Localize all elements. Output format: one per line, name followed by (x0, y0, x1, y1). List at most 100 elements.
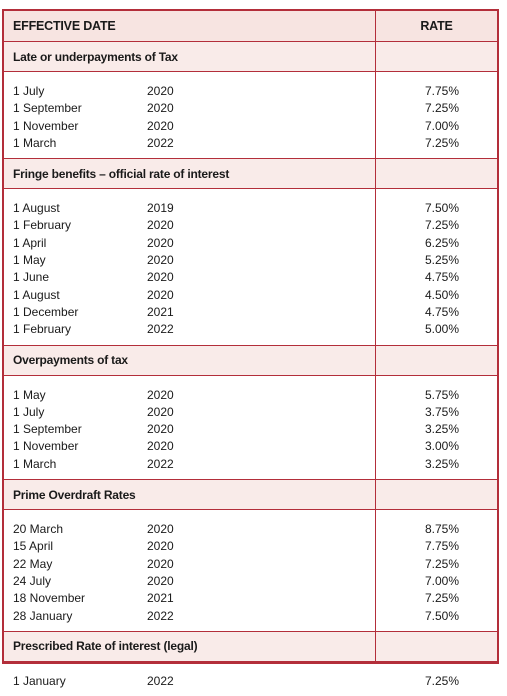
year-cell: 2022 (147, 456, 174, 471)
rate-cell: 8.75% (424, 522, 459, 537)
table-row: 1 December 2021 4.75% (4, 304, 497, 321)
effective-date-cell: 15 April (13, 539, 54, 554)
rate-cell: 5.25% (424, 253, 459, 268)
effective-date-cell: 1 January (13, 673, 66, 688)
table-row: 1 June 2020 4.75% (4, 269, 497, 286)
rate-cell: 6.25% (424, 235, 459, 250)
year-cell: 2020 (147, 270, 174, 285)
year-cell: 2020 (147, 404, 174, 419)
effective-date-cell: 1 February (13, 218, 72, 233)
year-cell: 2020 (147, 235, 174, 250)
section-rows: 1 May 2020 5.75% 1 July 2020 3.75% 1 September… (4, 376, 497, 480)
year-cell: 2020 (147, 422, 174, 437)
effective-date-cell: 1 May (13, 253, 46, 268)
year-cell: 2022 (147, 673, 174, 688)
effective-date-cell: 1 April (13, 235, 47, 250)
rate-cell: 7.00% (424, 118, 459, 133)
table-row: 28 January 2022 7.50% (4, 608, 497, 625)
year-cell: 2020 (147, 101, 174, 116)
year-cell: 2022 (147, 608, 174, 623)
rate-cell: 7.25% (424, 101, 459, 116)
section-rows: 1 August 2019 7.50% 1 February 2020 7.25% 1 Ap… (4, 189, 497, 344)
rate-cell: 3.00% (424, 439, 459, 454)
effective-date-cell: 28 January (13, 608, 73, 623)
effective-date-cell: 1 August (13, 201, 60, 216)
effective-date-cell: 1 May (13, 387, 46, 402)
table-row: 1 August 2020 4.50% (4, 287, 497, 304)
table-row: 15 April 2020 7.75% (4, 538, 497, 555)
effective-date-cell: 1 March (13, 456, 57, 471)
row-divider (4, 374, 497, 376)
effective-date-header: EFFECTIVE DATE (13, 19, 116, 33)
rate-cell: 7.75% (424, 539, 459, 554)
table-row: 1 July 2020 7.75% (4, 83, 497, 100)
row-divider (4, 630, 497, 632)
rate-cell: 4.50% (424, 287, 459, 302)
effective-date-cell: 1 July (13, 404, 45, 419)
effective-date-cell: 20 March (13, 522, 64, 537)
row-divider (4, 479, 497, 481)
section-rows: 20 March 2020 8.75% 15 April 2020 7.75% 22 May… (4, 510, 497, 631)
table-row: 20 March 2020 8.75% (4, 521, 497, 538)
row-divider (4, 660, 497, 662)
year-cell: 2020 (147, 556, 174, 571)
table-row: 1 September 2020 7.25% (4, 100, 497, 117)
year-cell: 2020 (147, 539, 174, 554)
table-row: 1 May 2020 5.75% (4, 387, 497, 404)
effective-date-cell: 1 March (13, 135, 57, 150)
effective-date-cell: 24 July (13, 573, 52, 588)
table-row: 1 March 2022 3.25% (4, 456, 497, 473)
rate-cell: 4.75% (424, 270, 459, 285)
table-row: 1 November 2020 7.00% (4, 118, 497, 135)
table-row: 1 November 2020 3.00% (4, 438, 497, 455)
effective-date-cell: 1 August (13, 287, 60, 302)
table-row: 1 February 2022 5.00% (4, 321, 497, 338)
interest-rates-table: EFFECTIVE DATE RATE Late or underpayment… (2, 9, 499, 688)
year-cell: 2020 (147, 84, 174, 98)
year-cell: 2020 (147, 387, 174, 402)
rate-cell: 7.50% (424, 201, 459, 216)
rate-cell: 7.25% (424, 556, 459, 571)
rate-cell: 4.75% (424, 304, 459, 319)
effective-date-cell: 18 November (13, 591, 86, 606)
section-header: Prescribed Rate of interest (legal) (4, 631, 497, 661)
rate-cell: 5.00% (424, 322, 459, 337)
rate-header: RATE (420, 19, 453, 33)
rate-cell: 3.25% (424, 422, 459, 437)
year-cell: 2020 (147, 522, 174, 537)
effective-date-cell: 1 November (13, 118, 79, 133)
year-cell: 2022 (147, 135, 174, 150)
table-row: 24 July 2020 7.00% (4, 573, 497, 590)
year-cell: 2020 (147, 118, 174, 133)
rate-cell: 3.75% (424, 404, 459, 419)
row-divider (4, 158, 497, 160)
year-cell: 2021 (147, 304, 174, 319)
table-row: 1 July 2020 3.75% (4, 404, 497, 421)
year-cell: 2021 (147, 591, 174, 606)
year-cell: 2020 (147, 573, 174, 588)
section-title: Prescribed Rate of interest (legal) (13, 639, 198, 654)
effective-date-cell: 1 November (13, 439, 79, 454)
effective-date-cell: 1 July (13, 84, 45, 98)
rate-cell: 7.00% (424, 573, 459, 588)
effective-date-cell: 1 December (13, 304, 79, 319)
table-row: 1 February 2020 7.25% (4, 217, 497, 234)
rate-cell: 7.25% (424, 591, 459, 606)
section-title: Fringe benefits – official rate of inter… (13, 166, 230, 181)
table-row: 1 January 2022 7.25% (4, 673, 497, 690)
year-cell: 2020 (147, 287, 174, 302)
row-divider (4, 188, 497, 190)
table-row: 1 April 2020 6.25% (4, 235, 497, 252)
rate-cell: 7.25% (424, 135, 459, 150)
rate-cell: 7.25% (424, 218, 459, 233)
section-header: Fringe benefits – official rate of inter… (4, 159, 497, 189)
section-rows: 1 July 2020 7.75% 1 September 2020 7.25% 1 Nov… (4, 72, 497, 158)
year-cell: 2020 (147, 253, 174, 268)
rate-cell: 7.50% (424, 608, 459, 623)
table-row: 1 May 2020 5.25% (4, 252, 497, 269)
section-rows: 1 January 2022 7.25% (4, 662, 497, 696)
section-title: Late or underpayments of Tax (13, 49, 178, 64)
year-cell: 2020 (147, 439, 174, 454)
year-cell: 2019 (147, 201, 174, 216)
effective-date-cell: 22 May (13, 556, 53, 571)
